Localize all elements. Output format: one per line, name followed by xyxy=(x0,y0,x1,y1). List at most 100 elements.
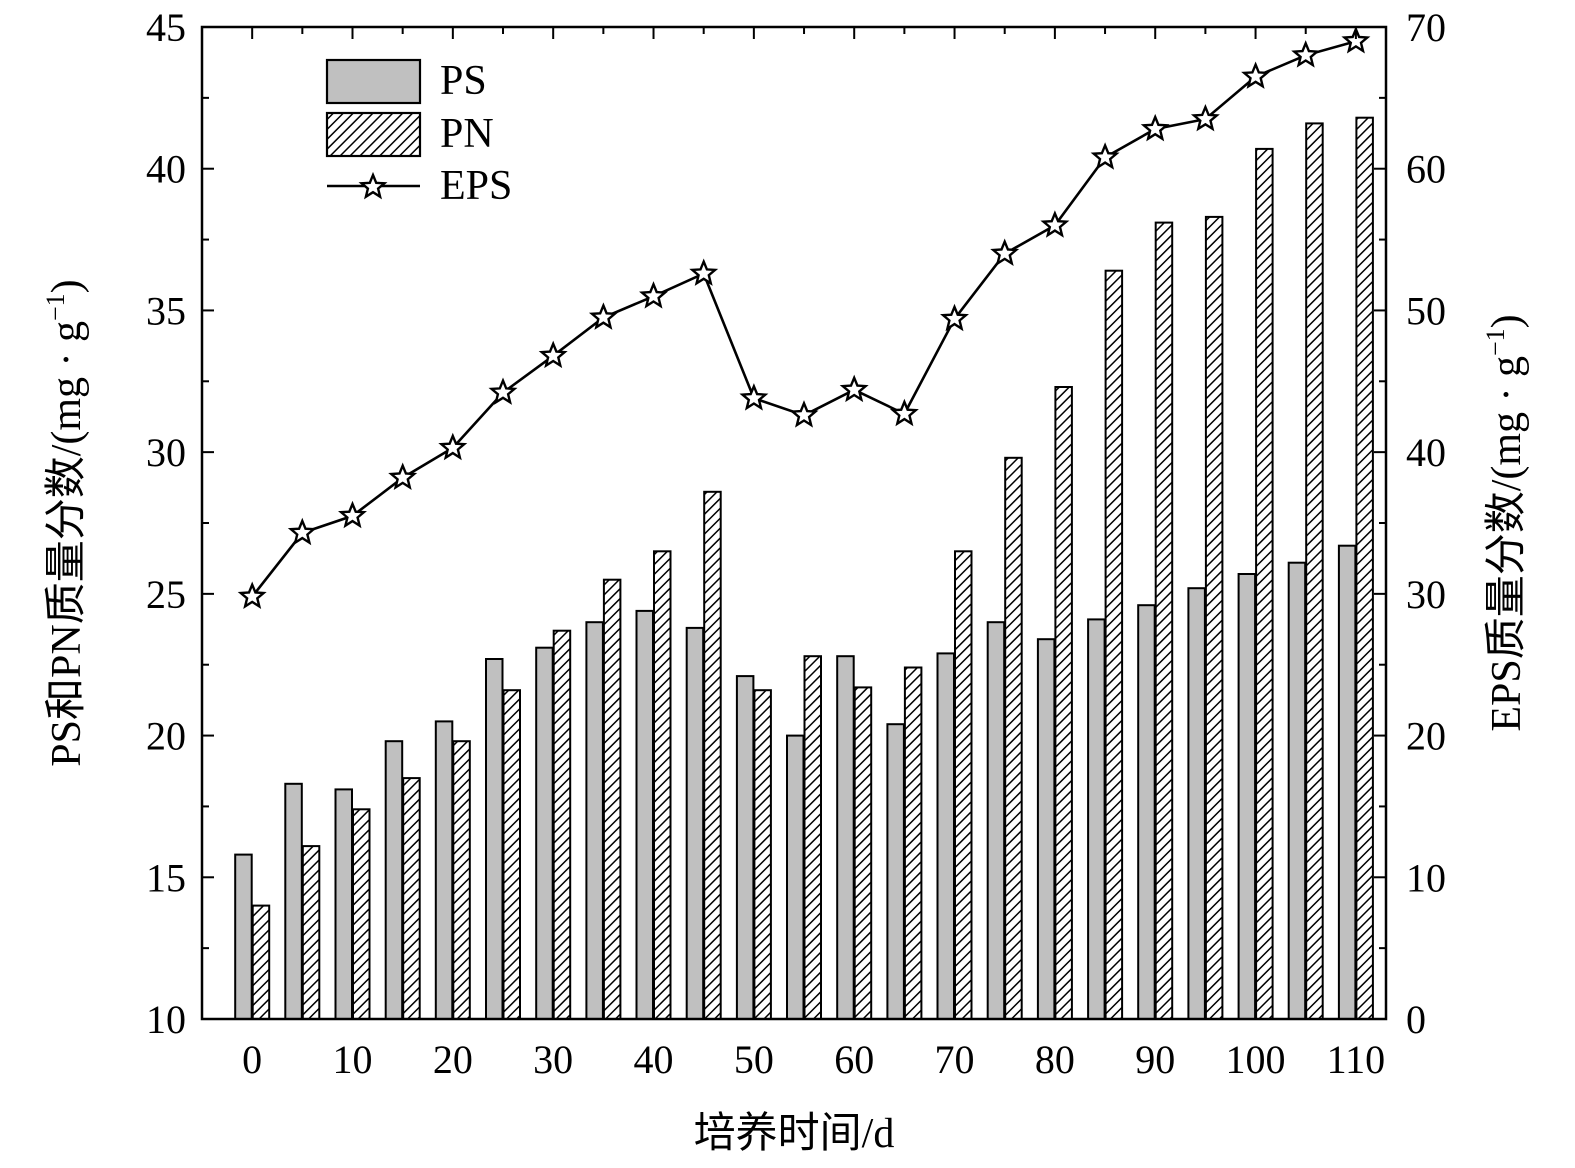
bar-ps xyxy=(585,621,604,1020)
bar-ps xyxy=(735,675,755,1020)
y-axis-right: 0 10 20 30 40 50 60 70 xyxy=(1374,5,1446,1042)
bar-pn xyxy=(803,655,822,1020)
eps-marker xyxy=(490,379,516,404)
bar-ps xyxy=(1137,604,1156,1020)
eps-marker xyxy=(791,402,817,427)
y-right-tick-label: 30 xyxy=(1406,572,1446,617)
bar-pn xyxy=(402,777,421,1020)
eps-marker xyxy=(1142,115,1168,140)
eps-marker xyxy=(1192,105,1219,131)
eps-marker xyxy=(992,240,1018,265)
y-right-tick-label: 70 xyxy=(1406,5,1446,50)
bar-ps xyxy=(384,740,404,1020)
bar-pn xyxy=(1054,386,1073,1020)
x-tick-label: 70 xyxy=(935,1037,975,1082)
bar-pn xyxy=(703,490,722,1020)
legend-label-pn: PN xyxy=(440,111,494,157)
bar-pn xyxy=(653,550,672,1020)
legend-swatch-pn xyxy=(325,111,422,158)
x-tick-label: 110 xyxy=(1327,1037,1386,1082)
legend-label-eps: EPS xyxy=(440,163,512,209)
y-right-tick-label: 50 xyxy=(1406,288,1446,333)
bar-pn xyxy=(552,629,572,1020)
y-axis-right-title-close: ) xyxy=(1484,314,1530,328)
bar-ps xyxy=(1087,618,1106,1021)
bar-ps xyxy=(234,853,253,1020)
x-tick-label: 30 xyxy=(533,1037,573,1082)
x-tick-label: 100 xyxy=(1226,1037,1286,1082)
bar-pn xyxy=(753,689,772,1020)
legend: PS PN EPS xyxy=(325,58,512,209)
bar-ps xyxy=(635,609,654,1021)
legend-swatch-eps-marker xyxy=(360,173,386,198)
eps-marker xyxy=(891,400,918,425)
bar-ps xyxy=(836,655,855,1020)
y-right-tick-label: 10 xyxy=(1406,855,1446,900)
bar-ps xyxy=(936,652,955,1021)
y-axis-left-title-sup: −1 xyxy=(41,293,70,321)
y-left-tick-label: 40 xyxy=(146,147,186,192)
eps-marker xyxy=(691,260,717,285)
bar-ps xyxy=(485,658,504,1020)
bar-pn xyxy=(1004,456,1023,1020)
y-left-tick-label: 15 xyxy=(146,855,186,900)
y-axis-left: 10 15 20 25 30 35 40 45 xyxy=(146,5,214,1042)
bar-pn xyxy=(1104,269,1124,1020)
bar-pn xyxy=(301,845,321,1020)
x-tick-label: 0 xyxy=(242,1037,262,1082)
x-tick-label: 20 xyxy=(433,1037,473,1082)
bar-ps xyxy=(535,646,554,1020)
bar-pn xyxy=(853,686,873,1021)
bar-ps xyxy=(1036,638,1056,1020)
eps-marker xyxy=(1293,42,1319,67)
x-axis: 0 10 20 30 40 50 60 70 80 90 100 110 xyxy=(242,27,1385,1082)
eps-marker xyxy=(1092,144,1118,169)
y-axis-right-title-sup: −1 xyxy=(1481,328,1510,356)
bar-ps xyxy=(886,723,905,1020)
bar-pn xyxy=(1305,122,1324,1020)
x-tick-label: 40 xyxy=(634,1037,674,1082)
y-left-tick-label: 35 xyxy=(146,288,186,333)
bar-ps xyxy=(284,782,303,1020)
y-axis-left-title-main: PS和PN质量分数/(mg · g xyxy=(44,321,90,767)
bar-pn xyxy=(251,904,271,1020)
bar-pn xyxy=(452,740,471,1020)
bar-pn xyxy=(1255,147,1274,1020)
eps-marker xyxy=(640,283,667,308)
y-right-tick-label: 40 xyxy=(1406,430,1446,475)
x-tick-label: 10 xyxy=(333,1037,373,1082)
y-axis-left-title-close: ) xyxy=(44,279,90,293)
x-tick-label: 80 xyxy=(1035,1037,1075,1082)
bar-ps xyxy=(1187,587,1206,1020)
y-left-tick-label: 25 xyxy=(146,572,186,617)
eps-marker xyxy=(841,376,867,401)
bar-pn xyxy=(352,808,371,1020)
bar-ps xyxy=(986,621,1006,1020)
x-tick-label: 90 xyxy=(1135,1037,1175,1082)
y-right-tick-label: 60 xyxy=(1406,147,1446,192)
bar-pn xyxy=(903,666,923,1020)
y-axis-right-title: EPS质量分数/(mg · g−1) xyxy=(1481,314,1530,731)
y-right-tick-label: 20 xyxy=(1406,714,1446,759)
eps-line-layer xyxy=(239,28,1369,608)
bar-ps xyxy=(685,626,705,1021)
bar-pn xyxy=(602,578,622,1020)
y-left-tick-label: 30 xyxy=(146,430,186,475)
bar-pn xyxy=(502,689,521,1020)
legend-swatch-ps xyxy=(325,58,422,105)
bars-layer xyxy=(234,116,1374,1021)
y-left-tick-label: 45 xyxy=(146,5,186,50)
y-left-tick-label: 20 xyxy=(146,714,186,759)
x-axis-title: 培养时间/d xyxy=(694,1110,895,1157)
bar-ps xyxy=(334,788,353,1021)
eps-marker xyxy=(339,502,366,527)
y-axis-right-title-main: EPS质量分数/(mg · g xyxy=(1484,356,1530,732)
eps-marker xyxy=(741,385,767,410)
bar-ps xyxy=(1287,561,1307,1020)
x-tick-label: 60 xyxy=(834,1037,874,1082)
bar-pn xyxy=(954,550,973,1020)
legend-label-ps: PS xyxy=(440,58,487,104)
bar-pn xyxy=(1204,215,1224,1020)
bar-ps xyxy=(786,734,805,1020)
